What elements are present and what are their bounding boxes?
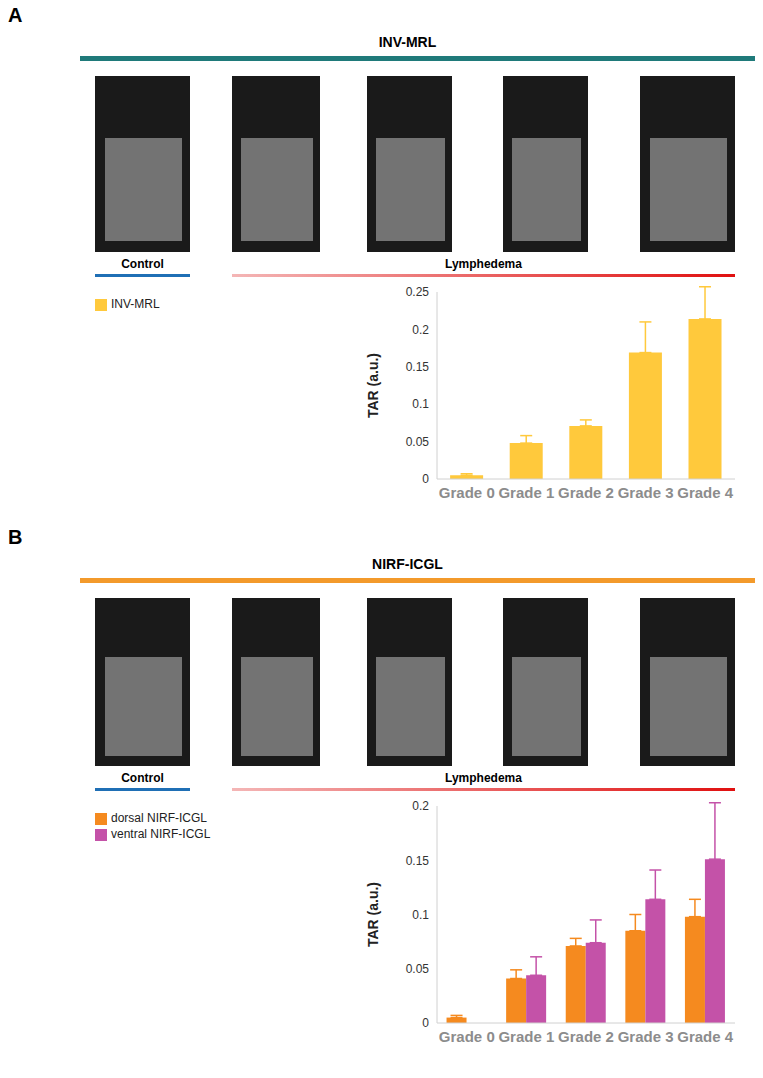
svg-text:0.2: 0.2 xyxy=(412,799,429,813)
svg-text:Grade 0: Grade 0 xyxy=(439,484,495,501)
html-text:NIRF-ICGL: NIRF-ICGL xyxy=(372,556,443,572)
html-text:ventral NIRF-ICGL: ventral NIRF-ICGL xyxy=(111,827,211,841)
svg-text:TAR (a.u.): TAR (a.u.) xyxy=(365,353,381,418)
html-text:dorsal NIRF-ICGL: dorsal NIRF-ICGL xyxy=(111,811,207,825)
svg-text:Grade 2: Grade 2 xyxy=(558,484,614,501)
html-text:Lymphedema: Lymphedema xyxy=(445,257,522,271)
html-text:INV-MRL: INV-MRL xyxy=(111,297,160,311)
svg-text:0.2: 0.2 xyxy=(412,323,429,337)
svg-text:0: 0 xyxy=(422,472,429,486)
html-text:Control: Control xyxy=(121,771,164,785)
svg-text:Grade 4: Grade 4 xyxy=(677,1028,734,1045)
svg-text:0.05: 0.05 xyxy=(406,435,430,449)
html-text:Control: Control xyxy=(121,257,164,271)
svg-text:Grade 2: Grade 2 xyxy=(558,1028,614,1045)
svg-text:0.1: 0.1 xyxy=(412,908,429,922)
svg-text:Grade 1: Grade 1 xyxy=(498,484,554,501)
svg-text:TAR (a.u.): TAR (a.u.) xyxy=(365,882,381,947)
svg-text:Grade 3: Grade 3 xyxy=(618,1028,674,1045)
html-text:A: A xyxy=(8,4,23,26)
svg-text:Grade 4: Grade 4 xyxy=(677,484,734,501)
svg-text:Grade 1: Grade 1 xyxy=(498,1028,554,1045)
svg-text:0.15: 0.15 xyxy=(406,854,430,868)
svg-text:0.05: 0.05 xyxy=(406,962,430,976)
svg-text:0.25: 0.25 xyxy=(406,285,430,299)
html-text:B: B xyxy=(8,526,23,548)
svg-text:0.15: 0.15 xyxy=(406,360,430,374)
svg-text:0: 0 xyxy=(422,1016,429,1030)
svg-text:0.1: 0.1 xyxy=(412,397,429,411)
svg-text:Grade 0: Grade 0 xyxy=(439,1028,495,1045)
html-text:INV-MRL: INV-MRL xyxy=(378,34,437,50)
html-text:Lymphedema: Lymphedema xyxy=(445,771,522,785)
svg-text:Grade 3: Grade 3 xyxy=(618,484,674,501)
